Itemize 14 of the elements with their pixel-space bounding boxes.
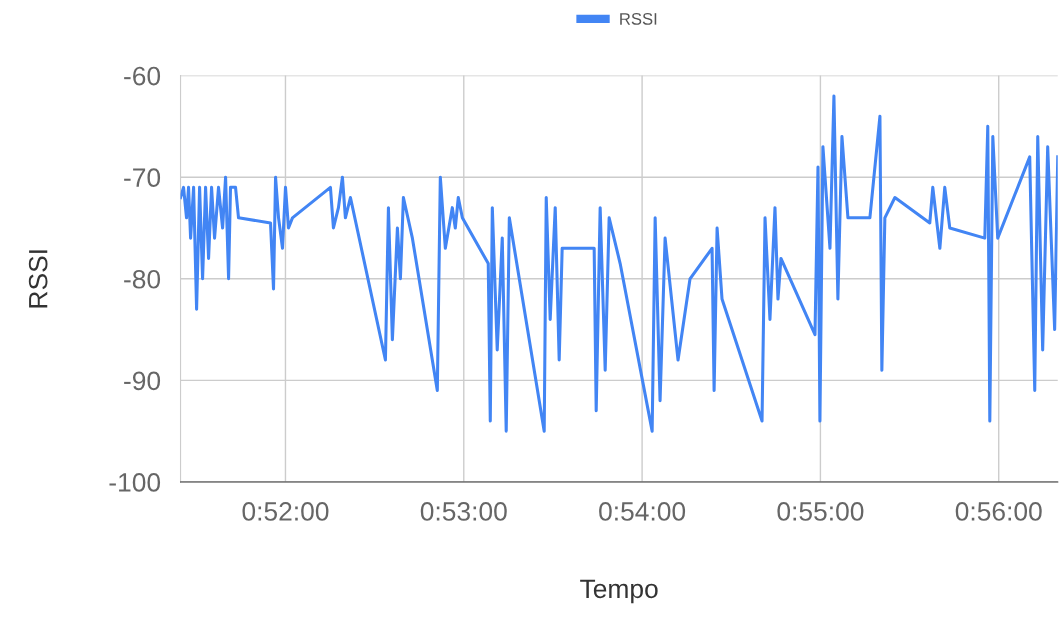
y-tick-label: -60 bbox=[124, 66, 161, 86]
y-tick-label: -90 bbox=[124, 371, 161, 391]
y-axis-title: RSSI bbox=[28, 250, 48, 308]
y-tick-label: -70 bbox=[124, 168, 161, 188]
x-axis-title: Tempo bbox=[580, 579, 658, 604]
x-tick-label: 0:52:00 bbox=[242, 502, 329, 521]
x-tick-label: 0:56:00 bbox=[955, 502, 1042, 521]
x-tick-label: 0:54:00 bbox=[599, 502, 686, 521]
y-tick-label: -80 bbox=[124, 269, 161, 289]
x-tick-label: 0:55:00 bbox=[777, 502, 864, 521]
legend-label: RSSI bbox=[620, 13, 657, 25]
x-tick-label: 0:53:00 bbox=[420, 502, 507, 521]
y-tick-label: -100 bbox=[109, 473, 161, 492]
line-series bbox=[180, 94, 1058, 433]
